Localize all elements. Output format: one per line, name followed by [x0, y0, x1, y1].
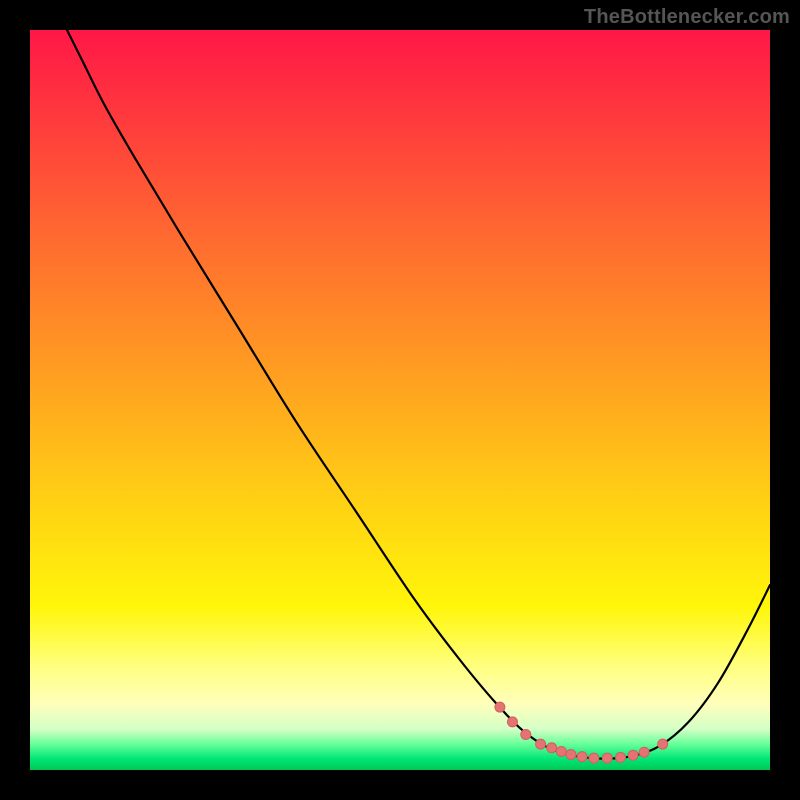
- data-marker: [556, 747, 566, 757]
- chart-container: TheBottlenecker.com: [0, 0, 800, 800]
- watermark-text: TheBottlenecker.com: [584, 6, 790, 29]
- data-marker: [547, 743, 557, 753]
- plot-area: [30, 30, 770, 770]
- data-marker: [658, 739, 668, 749]
- chart-svg: [30, 30, 770, 770]
- data-marker: [639, 747, 649, 757]
- data-marker: [602, 753, 612, 763]
- data-marker: [628, 750, 638, 760]
- data-marker: [577, 752, 587, 762]
- gradient-background: [30, 30, 770, 770]
- data-marker: [589, 753, 599, 763]
- data-marker: [521, 729, 531, 739]
- data-marker: [566, 749, 576, 759]
- data-marker: [495, 702, 505, 712]
- data-marker: [536, 739, 546, 749]
- data-marker: [507, 717, 517, 727]
- data-marker: [616, 752, 626, 762]
